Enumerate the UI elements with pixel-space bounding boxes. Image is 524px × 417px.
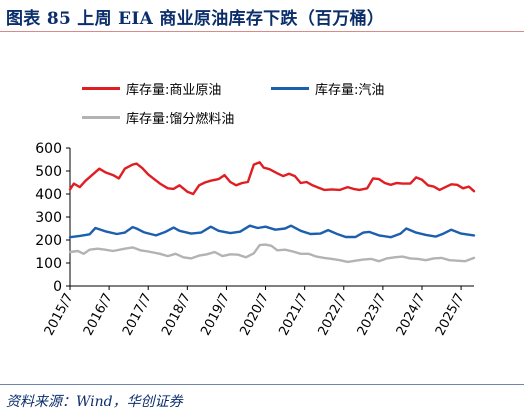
legend-swatch-crude — [82, 87, 120, 90]
y-tick-label: 500 — [35, 164, 62, 180]
x-tick-label: 2018/7 — [159, 291, 194, 338]
legend-swatch-distillate — [82, 116, 120, 119]
x-tick-label: 2022/7 — [316, 291, 351, 338]
figure-title: 图表 85 上周 EIA 商业原油库存下跌（百万桶） — [6, 9, 385, 29]
chart-legend: 库存量:商业原油 库存量:汽油 库存量:馏分燃料油 — [0, 0, 524, 140]
y-tick-label: 300 — [35, 210, 62, 226]
legend-item-distillate: 库存量:馏分燃料油 — [82, 108, 234, 127]
series-line-crude-oil — [68, 161, 476, 196]
x-tick-label: 2019/7 — [198, 291, 233, 338]
legend-label-gasoline: 库存量:汽油 — [315, 83, 385, 98]
title-divider — [0, 31, 524, 32]
x-tick-label: 2024/7 — [394, 291, 429, 338]
x-tick-label: 2025/7 — [433, 291, 468, 338]
legend-label-crude: 库存量:商业原油 — [126, 83, 222, 98]
legend-swatch-gasoline — [271, 87, 309, 90]
x-tick-label: 2020/7 — [237, 291, 272, 338]
y-tick-label: 100 — [35, 256, 62, 272]
series-line-distillate — [68, 243, 476, 264]
x-tick-label: 2015/7 — [42, 291, 77, 338]
x-tick-label: 2023/7 — [355, 291, 390, 338]
y-tick-label: 400 — [35, 187, 62, 203]
x-tick-label: 2017/7 — [120, 291, 155, 338]
legend-label-distillate: 库存量:馏分燃料油 — [126, 112, 235, 127]
legend-item-crude: 库存量:商业原油 — [82, 79, 221, 98]
source-divider — [0, 384, 524, 385]
x-tick-label: 2021/7 — [276, 291, 311, 338]
x-tick-label: 2016/7 — [81, 291, 116, 338]
y-tick-label: 200 — [35, 233, 62, 249]
y-tick-label: 0 — [53, 279, 62, 295]
series-line-gasoline — [68, 224, 476, 239]
source-note: 资料来源：Wind，华创证券 — [6, 394, 183, 410]
legend-item-gasoline: 库存量:汽油 — [271, 79, 384, 98]
y-tick-label: 600 — [35, 141, 62, 157]
